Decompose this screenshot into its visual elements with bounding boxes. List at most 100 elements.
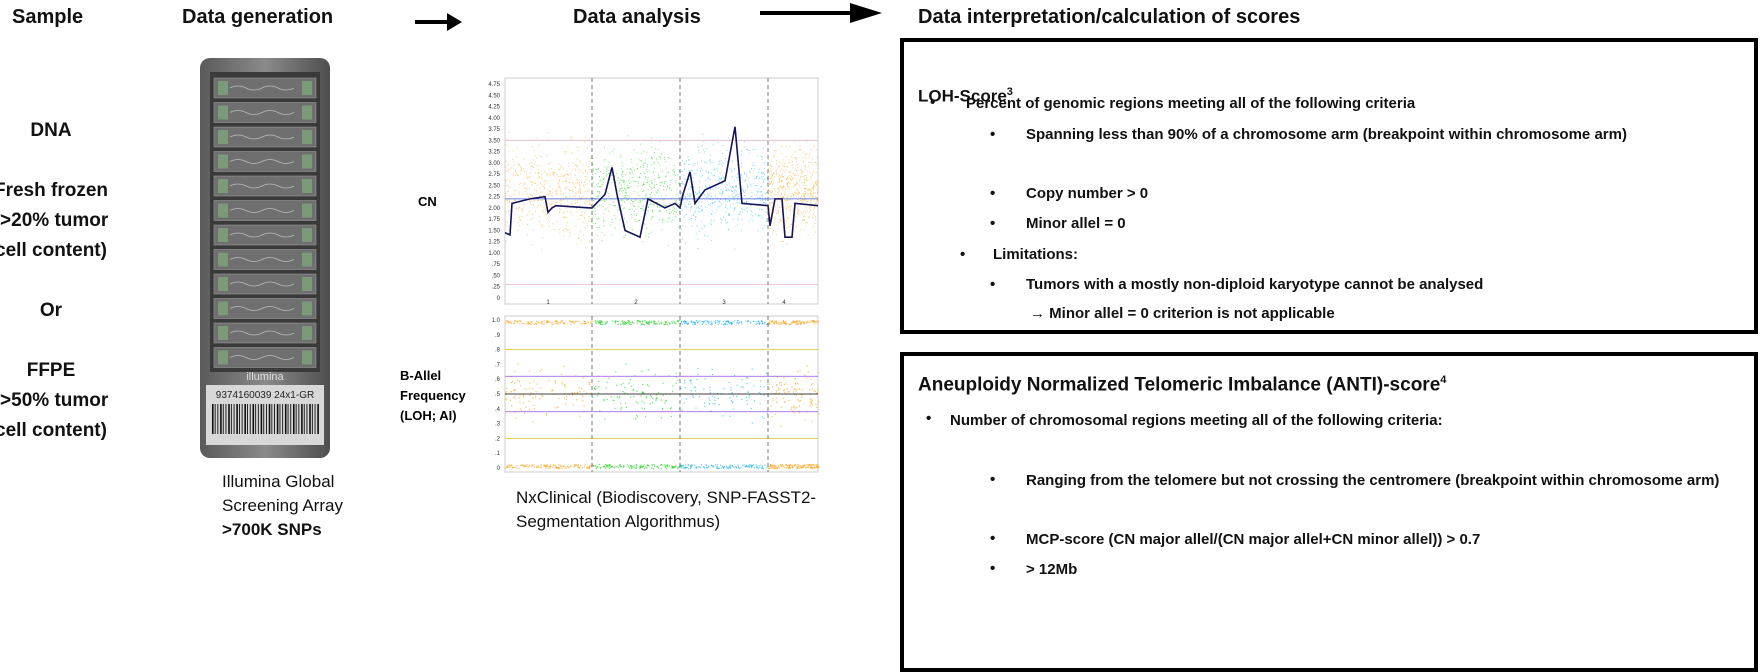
baf-dot (735, 466, 736, 467)
cn-dot (539, 195, 540, 196)
cn-dot (547, 214, 548, 215)
cn-dot (744, 195, 745, 196)
baf-dot (513, 467, 514, 468)
cn-dot (575, 187, 576, 188)
cn-dot (568, 230, 569, 231)
baf-dot (584, 466, 585, 467)
cn-dot (713, 175, 714, 176)
cn-dot (636, 221, 637, 222)
cn-dot (781, 222, 782, 223)
cn-dot (726, 223, 727, 224)
cn-dot (513, 221, 514, 222)
baf-dot (697, 374, 698, 375)
cn-dot (584, 203, 585, 204)
cn-dot (654, 163, 655, 164)
cn-dot (786, 169, 787, 170)
cn-dot (771, 178, 772, 179)
cn-dot (568, 182, 569, 183)
cn-dot (535, 211, 536, 212)
cn-dot (818, 165, 819, 166)
cn-dot (526, 189, 527, 190)
baf-dot (681, 466, 682, 467)
cn-dot (580, 192, 581, 193)
baf-dot (576, 464, 577, 465)
cn-dot (566, 196, 567, 197)
cn-dot (766, 203, 767, 204)
baf-dot (581, 324, 582, 325)
baf-dot (704, 406, 705, 407)
baf-dot (753, 385, 754, 386)
baf-dot (631, 468, 632, 469)
cn-dot (509, 200, 510, 201)
baf-dot (798, 321, 799, 322)
cn-dot (559, 185, 560, 186)
cn-dot (563, 194, 564, 195)
cn-dot (607, 168, 608, 169)
cn-dot (578, 191, 579, 192)
cn-dot (572, 153, 573, 154)
cn-dot (624, 195, 625, 196)
baf-dot (811, 467, 812, 468)
cn-dot (544, 171, 545, 172)
baf-dot (563, 465, 564, 466)
barcode-bar (220, 404, 222, 434)
baf-dot (647, 384, 648, 385)
baf-dot (665, 467, 666, 468)
cn-dot (765, 193, 766, 194)
cn-dot (801, 200, 802, 201)
baf-dot (515, 398, 516, 399)
baf-dot (629, 324, 630, 325)
cn-dot (752, 165, 753, 166)
cn-dot (578, 180, 579, 181)
baf-dot (712, 374, 713, 375)
cn-dot (545, 209, 546, 210)
baf-dot (812, 388, 813, 389)
baf-dot (795, 390, 796, 391)
cn-dot (569, 197, 570, 198)
cn-dot (600, 171, 601, 172)
cn-dot (566, 217, 567, 218)
barcode-bar (266, 404, 267, 434)
cn-dot (666, 175, 667, 176)
cn-dot (806, 189, 807, 190)
cn-dot (645, 176, 646, 177)
baf-dot (766, 373, 767, 374)
baf-dot (618, 397, 619, 398)
cn-dot (560, 191, 561, 192)
baf-dot (605, 324, 606, 325)
loh-criteria: Spanning less than 90% of a chromosome a… (1026, 120, 1740, 149)
cn-dot (797, 182, 798, 183)
cn-dot (812, 196, 813, 197)
cn-dot (793, 186, 794, 187)
cn-dot (725, 204, 726, 205)
baf-dot (739, 468, 740, 469)
baf-dot (662, 465, 663, 466)
barcode-bar (226, 404, 227, 434)
baf-dot (796, 468, 797, 469)
cn-dot (728, 189, 729, 190)
baf-dot (655, 374, 656, 375)
cn-dot (690, 170, 691, 171)
baf-dot (715, 400, 716, 401)
baf-dot (510, 322, 511, 323)
cn-dot (777, 205, 778, 206)
cn-dot (758, 230, 759, 231)
baf-dot (589, 468, 590, 469)
baf-dot (778, 324, 779, 325)
cn-dot (771, 202, 772, 203)
baf-dot (783, 377, 784, 378)
cn-dot (540, 183, 541, 184)
cn-dot (617, 180, 618, 181)
baf-dot (694, 465, 695, 466)
baf-dot (716, 467, 717, 468)
baf-dot (746, 400, 747, 401)
cn-dot (584, 182, 585, 183)
baf-dot (772, 398, 773, 399)
cn-dot (781, 169, 782, 170)
baf-dot (719, 322, 720, 323)
baf-dot (507, 321, 508, 322)
baf-dot (552, 324, 553, 325)
baf-dot (653, 322, 654, 323)
cn-dot (690, 193, 691, 194)
baf-dot (785, 383, 786, 384)
